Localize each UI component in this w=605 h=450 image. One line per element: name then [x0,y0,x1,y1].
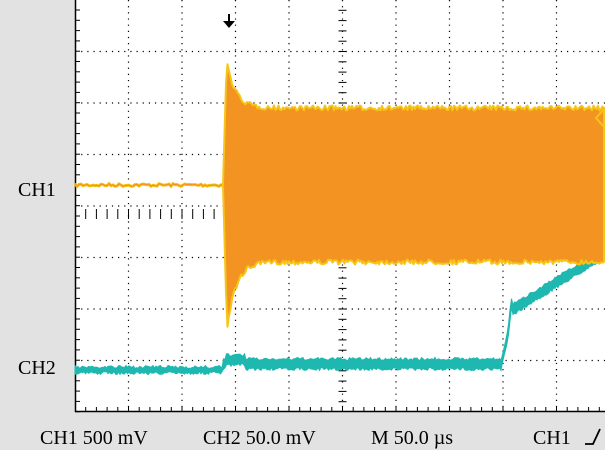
ch1-scale-readout: CH1 500 mV [40,427,148,449]
ch1-pre-trigger-trace-core [74,182,224,188]
timebase-readout: M 50.0 µs [371,427,454,449]
ch1-waveform [73,63,605,328]
trigger-level-marker [594,106,605,130]
ch1-burst-envelope [222,63,605,328]
arrow-down-icon [223,14,235,28]
ch2-scale-readout: CH2 50.0 mV [203,427,316,449]
ch1-ground-label: CH1 [18,179,56,201]
rising-edge-icon [585,428,601,445]
ch2-ground-label: CH2 [18,357,56,379]
trigger-source-readout: CH1 [533,427,571,449]
